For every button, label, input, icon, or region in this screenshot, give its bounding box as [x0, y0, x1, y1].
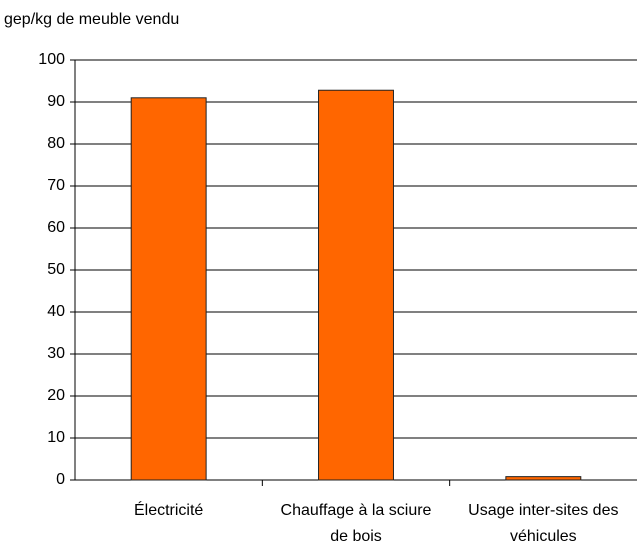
y-tick-label: 70 — [47, 177, 65, 194]
bar — [505, 476, 582, 481]
y-tick-label: 90 — [47, 93, 65, 110]
y-axis-label: gep/kg de meuble vendu — [4, 11, 179, 28]
y-tick-label: 50 — [47, 261, 65, 278]
y-tick-label: 10 — [47, 429, 65, 446]
y-tick-label: 80 — [47, 135, 65, 152]
y-tick-label: 60 — [47, 219, 65, 236]
y-tick-label: 100 — [38, 51, 65, 68]
y-tick-label: 0 — [56, 471, 65, 488]
bar — [130, 97, 207, 481]
x-tick-label: Usage inter-sites des véhicules — [468, 502, 619, 545]
y-tick-label: 40 — [47, 303, 65, 320]
x-tick-label: Électricité — [133, 502, 204, 519]
y-tick-label: 20 — [47, 387, 65, 404]
x-tick-label: Chauffage à la sciure de bois — [280, 502, 432, 545]
y-tick-label: 30 — [47, 345, 65, 362]
bar — [318, 89, 394, 481]
